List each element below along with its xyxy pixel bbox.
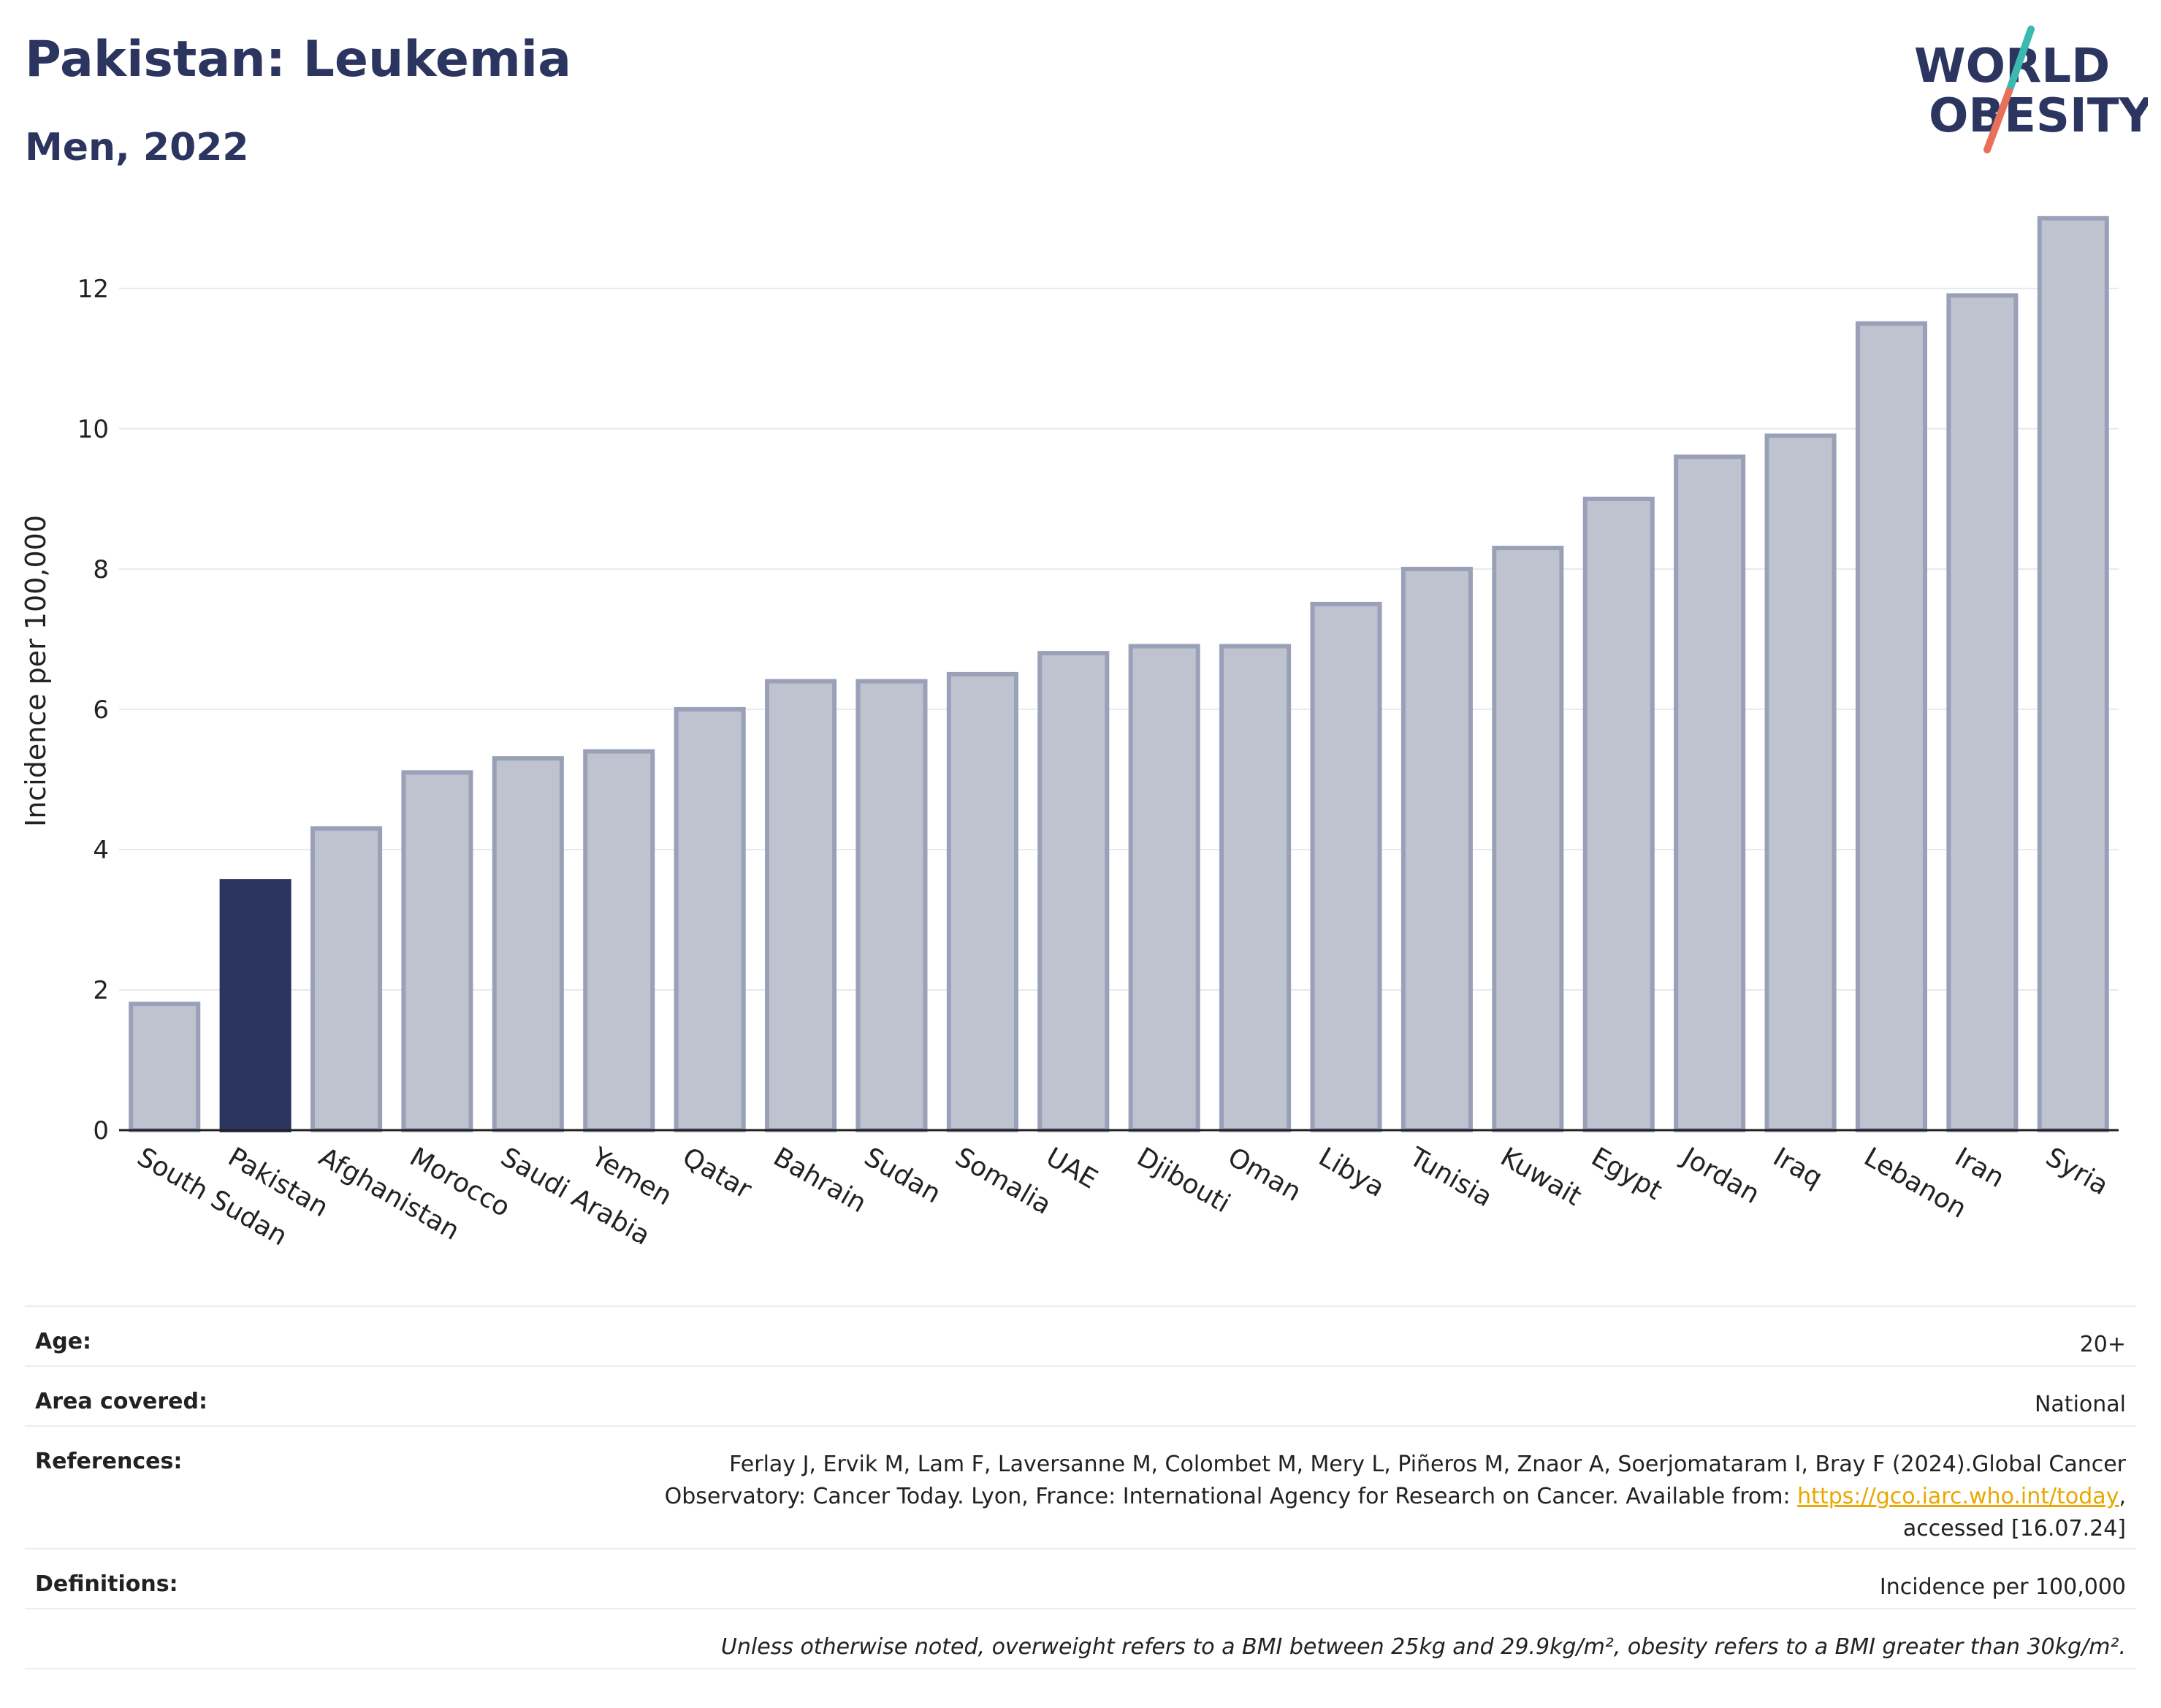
- x-tick-label: Tunisia: [1404, 1142, 1498, 1213]
- y-tick-label: 8: [93, 555, 109, 584]
- logo-slash-bottom: [1983, 88, 2013, 153]
- y-tick-label: 6: [93, 695, 109, 725]
- bar-djibouti[interactable]: [1128, 644, 1200, 1132]
- bar-egypt[interactable]: [1582, 496, 1655, 1132]
- y-tick-label: 0: [93, 1116, 109, 1145]
- bar-iraq[interactable]: [1764, 433, 1837, 1132]
- references-line-2-end: ,: [2119, 1484, 2126, 1509]
- x-tick-label: UAE: [1041, 1142, 1102, 1194]
- x-tick-label: Libya: [1314, 1142, 1390, 1203]
- references-line-3: accessed [16.07.24]: [1902, 1516, 2126, 1541]
- age-label: Age:: [35, 1329, 92, 1354]
- bmi-note: Unless otherwise noted, overweight refer…: [720, 1634, 2126, 1660]
- x-tick-label: Lebanon: [1859, 1142, 1971, 1224]
- page-subtitle: Men, 2022: [25, 126, 249, 169]
- references-line-2: Observatory: Cancer Today. Lyon, France:…: [664, 1484, 1798, 1509]
- bar-pakistan[interactable]: [219, 879, 291, 1132]
- age-value: 20+: [2079, 1332, 2126, 1357]
- y-tick-label: 2: [93, 976, 109, 1005]
- bar-south-sudan[interactable]: [129, 1002, 201, 1133]
- x-tick-label: Bahrain: [769, 1142, 872, 1219]
- bar-tunisia[interactable]: [1400, 566, 1473, 1132]
- bar-qatar[interactable]: [674, 706, 746, 1132]
- references-label: References:: [35, 1449, 183, 1474]
- y-tick-label: 12: [77, 275, 109, 304]
- bar-jordan[interactable]: [1674, 454, 1746, 1132]
- references-link[interactable]: https://gco.iarc.who.int/today: [1797, 1484, 2119, 1509]
- info-row-references: References: Ferlay J, Ervik M, Lam F, La…: [25, 1425, 2136, 1548]
- definitions-label: Definitions:: [35, 1571, 178, 1597]
- logo-line-2: OBESITY: [1929, 89, 2148, 143]
- bar-syria[interactable]: [2037, 216, 2109, 1132]
- x-tick-label: Kuwait: [1495, 1142, 1587, 1212]
- x-tick-label: Egypt: [1586, 1142, 1666, 1205]
- bar-oman[interactable]: [1219, 644, 1292, 1132]
- references-line-1: Ferlay J, Ervik M, Lam F, Laversanne M, …: [729, 1452, 2126, 1477]
- x-tick-label: South Sudan: [132, 1142, 292, 1251]
- x-tick-label: Oman: [1223, 1142, 1306, 1208]
- bar-sudan[interactable]: [855, 679, 928, 1132]
- info-row-definitions: Definitions: Incidence per 100,000: [25, 1548, 2136, 1608]
- x-tick-label: Syria: [2040, 1142, 2113, 1201]
- bar-bahrain[interactable]: [765, 679, 837, 1132]
- x-tick-label: Sudan: [859, 1142, 946, 1209]
- info-row-area: Area covered: National: [25, 1365, 2136, 1425]
- x-tick-label: Qatar: [677, 1142, 756, 1205]
- bar-kuwait[interactable]: [1492, 546, 1564, 1132]
- page-title: Pakistan: Leukemia: [25, 31, 571, 88]
- bar-morocco[interactable]: [401, 770, 473, 1133]
- x-tick-label: Jordan: [1676, 1141, 1764, 1210]
- info-row-age: Age: 20+: [25, 1305, 2136, 1365]
- x-tick-label: Iran: [1950, 1142, 2009, 1194]
- area-value: National: [2034, 1392, 2126, 1417]
- bar-yemen[interactable]: [583, 749, 655, 1132]
- definitions-value: Incidence per 100,000: [1879, 1574, 2126, 1600]
- bar-libya[interactable]: [1310, 601, 1382, 1132]
- bar-afghanistan[interactable]: [310, 826, 383, 1133]
- x-tick-label: Iraq: [1768, 1142, 1827, 1194]
- y-axis-title: Incidence per 100,000: [20, 515, 52, 827]
- x-tick-label: Somalia: [950, 1142, 1056, 1221]
- info-table: Age: 20+ Area covered: National Referenc…: [25, 1305, 2136, 1669]
- info-row-note: Unless otherwise noted, overweight refer…: [25, 1608, 2136, 1669]
- y-tick-label: 10: [77, 415, 109, 444]
- references-value: Ferlay J, Ervik M, Lam F, Laversanne M, …: [665, 1449, 2126, 1548]
- world-obesity-logo: WORLD OBESITY: [1914, 26, 2148, 153]
- x-tick-label: Djibouti: [1132, 1142, 1235, 1219]
- bar-iran[interactable]: [1946, 293, 2019, 1133]
- y-tick-label: 4: [93, 836, 109, 865]
- logo-slash-top: [2005, 26, 2035, 95]
- bar-uae[interactable]: [1037, 651, 1110, 1132]
- bar-somalia[interactable]: [946, 671, 1018, 1132]
- area-label: Area covered:: [35, 1389, 207, 1414]
- bar-saudi-arabia[interactable]: [492, 756, 564, 1133]
- bar-lebanon[interactable]: [1855, 321, 1928, 1133]
